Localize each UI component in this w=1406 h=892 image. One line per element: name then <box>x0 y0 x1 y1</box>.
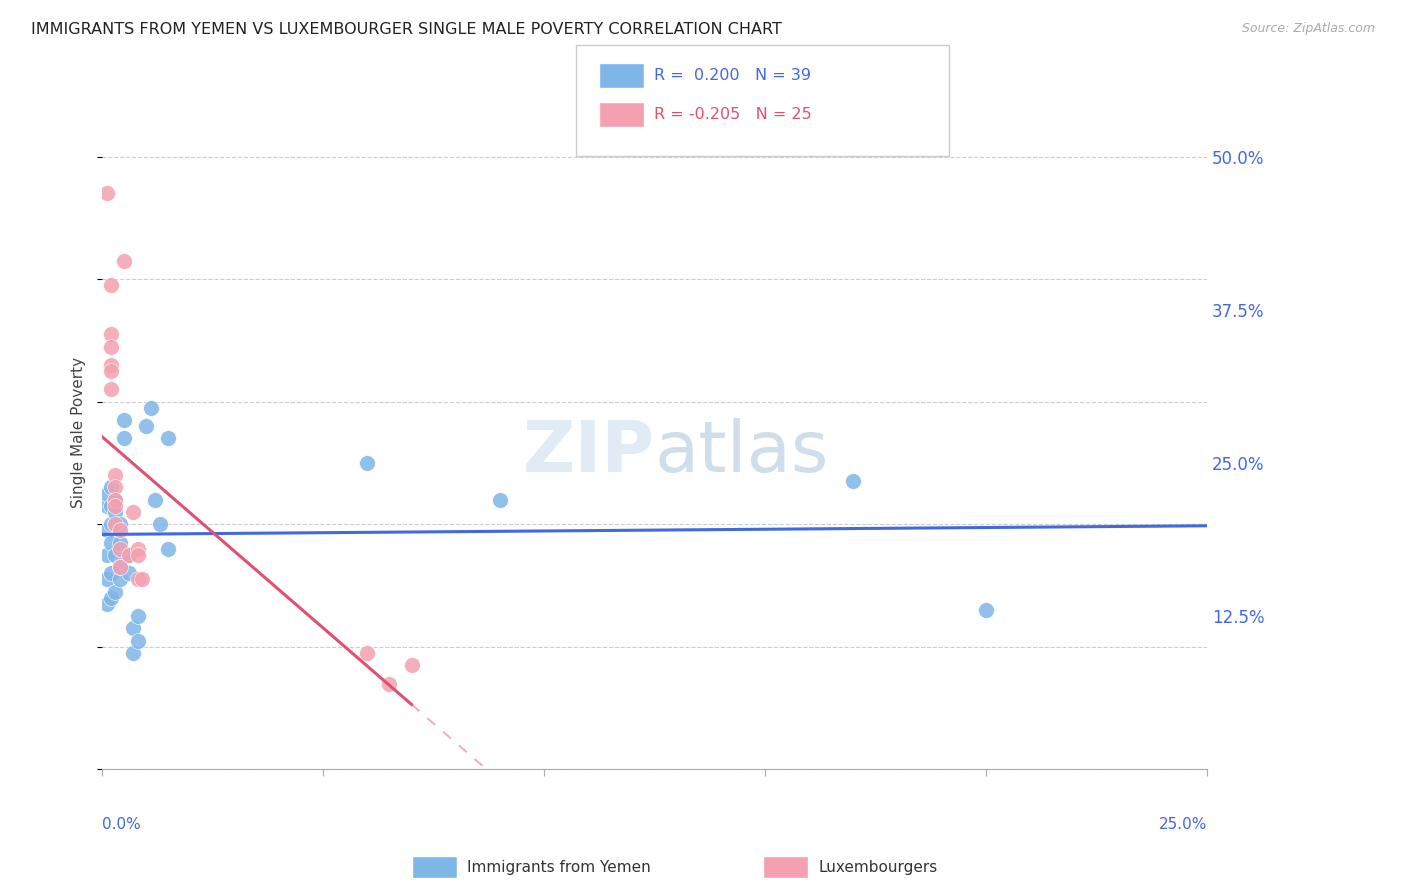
Point <box>100 535 122 549</box>
Text: Source: ZipAtlas.com: Source: ZipAtlas.com <box>1241 22 1375 36</box>
Point <box>108 541 131 556</box>
Point <box>356 456 378 470</box>
Point <box>100 591 122 605</box>
Point <box>96 486 118 500</box>
Point <box>356 646 378 660</box>
Point <box>401 658 423 673</box>
Point <box>974 603 997 617</box>
Point <box>96 186 118 201</box>
Text: 25.0%: 25.0% <box>1159 816 1206 831</box>
Point <box>127 541 149 556</box>
Point <box>100 383 122 397</box>
Point <box>104 517 127 532</box>
Point <box>122 505 145 519</box>
Point <box>100 339 122 353</box>
Y-axis label: Single Male Poverty: Single Male Poverty <box>72 357 86 508</box>
Point <box>127 609 149 624</box>
Point <box>127 548 149 562</box>
Point <box>112 253 135 268</box>
Point <box>104 584 127 599</box>
Point <box>104 492 127 507</box>
Text: R =  0.200   N = 39: R = 0.200 N = 39 <box>654 69 811 83</box>
Point <box>118 566 141 581</box>
Point <box>157 432 180 446</box>
Point <box>157 541 180 556</box>
Point <box>96 499 118 513</box>
Point <box>149 517 172 532</box>
Point <box>96 524 118 538</box>
Point <box>118 548 141 562</box>
Point <box>100 278 122 293</box>
Point <box>122 646 145 660</box>
Point <box>104 505 127 519</box>
Point <box>842 475 865 489</box>
Point <box>100 358 122 372</box>
Text: IMMIGRANTS FROM YEMEN VS LUXEMBOURGER SINGLE MALE POVERTY CORRELATION CHART: IMMIGRANTS FROM YEMEN VS LUXEMBOURGER SI… <box>31 22 782 37</box>
Point <box>108 573 131 587</box>
Text: 0.0%: 0.0% <box>103 816 141 831</box>
Point <box>100 480 122 494</box>
Text: atlas: atlas <box>655 418 830 487</box>
Point <box>112 432 135 446</box>
Point <box>104 499 127 513</box>
Point <box>96 573 118 587</box>
Point <box>489 492 512 507</box>
Point <box>127 573 149 587</box>
Point <box>108 535 131 549</box>
Text: ZIP: ZIP <box>523 418 655 487</box>
Point <box>108 524 131 538</box>
Text: Immigrants from Yemen: Immigrants from Yemen <box>467 860 651 874</box>
Point <box>112 413 135 427</box>
Point <box>100 499 122 513</box>
Point <box>96 548 118 562</box>
Point <box>104 468 127 483</box>
Point <box>104 517 127 532</box>
Point <box>100 517 122 532</box>
Text: R = -0.205   N = 25: R = -0.205 N = 25 <box>654 107 811 121</box>
Point <box>96 597 118 611</box>
Point <box>127 633 149 648</box>
Point <box>104 492 127 507</box>
Point <box>104 548 127 562</box>
Point <box>108 560 131 574</box>
Point <box>104 480 127 494</box>
Point <box>135 419 157 434</box>
Point <box>118 548 141 562</box>
Point <box>108 517 131 532</box>
Text: Luxembourgers: Luxembourgers <box>818 860 938 874</box>
Point <box>100 566 122 581</box>
Point <box>139 401 162 415</box>
Point <box>378 676 401 690</box>
Point <box>100 327 122 342</box>
Point <box>131 573 153 587</box>
Point <box>122 621 145 635</box>
Point <box>143 492 166 507</box>
Point <box>108 560 131 574</box>
Point <box>100 364 122 378</box>
